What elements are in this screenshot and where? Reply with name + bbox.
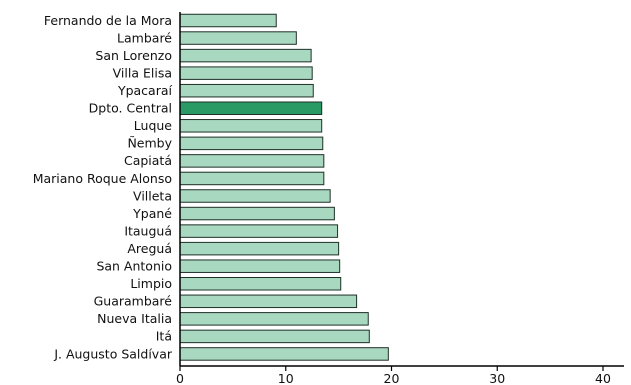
bars-group	[179, 13, 389, 361]
category-label: Luque	[134, 118, 173, 133]
bar-19	[179, 347, 389, 361]
bar-1	[179, 31, 297, 45]
category-label: Mariano Roque Alonso	[33, 171, 172, 186]
bar-17	[179, 312, 369, 326]
category-label: Ypacaraí	[117, 83, 173, 98]
category-label: San Antonio	[96, 259, 172, 274]
x-ticks: 0 10 20 30 40	[176, 366, 611, 385]
bar-5	[179, 101, 323, 115]
category-label: Itauguá	[124, 223, 172, 238]
category-labels: Fernando de la Mora Lambaré San Lorenzo Vil…	[33, 13, 173, 361]
x-tick-label: 20	[384, 371, 400, 385]
category-label: Fernando de la Mora	[44, 13, 172, 28]
bar-13	[179, 241, 340, 256]
category-label: Villeta	[133, 188, 172, 203]
bar-15	[179, 277, 342, 291]
category-label: Nueva Italia	[97, 311, 172, 326]
category-label: Villa Elisa	[113, 65, 172, 80]
bar-4	[179, 83, 314, 98]
category-label: Limpio	[130, 276, 172, 291]
bar-8	[179, 154, 325, 168]
bar-7	[179, 136, 324, 151]
category-label: Lambaré	[117, 30, 172, 45]
category-label: Itá	[156, 329, 172, 344]
x-tick-label: 10	[278, 371, 294, 385]
axes	[179, 12, 624, 367]
category-label: J. Augusto Saldívar	[53, 346, 173, 361]
category-label: Capiatá	[124, 153, 172, 168]
category-label: Guarambaré	[94, 294, 173, 309]
bar-0	[179, 13, 277, 28]
category-label: Dpto. Central	[89, 101, 172, 116]
bar-3	[179, 66, 313, 80]
category-label: Ñemby	[127, 136, 172, 151]
bar-9	[179, 171, 325, 186]
x-tick-label: 40	[595, 371, 611, 385]
category-label: Ypané	[132, 206, 172, 221]
bar-2	[179, 48, 312, 63]
bar-11	[179, 206, 335, 221]
x-tick-label: 30	[489, 371, 505, 385]
bar-16	[179, 294, 358, 309]
bar-10	[179, 189, 331, 203]
category-label: San Lorenzo	[95, 48, 172, 63]
bar-6	[179, 119, 323, 133]
category-label: Areguá	[127, 241, 172, 256]
bar-14	[179, 259, 341, 273]
bar-12	[179, 224, 339, 238]
bar-18	[179, 329, 370, 344]
x-tick-label: 0	[176, 371, 184, 385]
